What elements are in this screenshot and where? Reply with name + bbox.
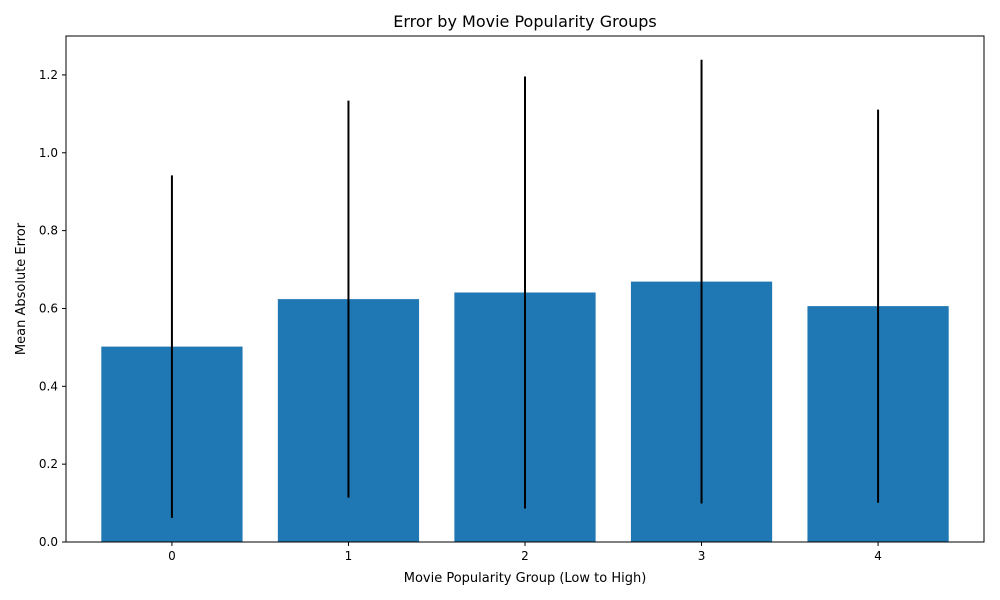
- x-axis: 0 1 2 3 4: [168, 542, 882, 563]
- x-tick-label-4: 4: [874, 549, 882, 563]
- x-tick-label-3: 3: [698, 549, 706, 563]
- y-tick-label-1.0: 1.0: [39, 146, 58, 160]
- y-tick-label-1.2: 1.2: [39, 68, 58, 82]
- plot-frame: [65, 35, 985, 543]
- x-tick-label-2: 2: [521, 549, 529, 563]
- x-tick-label-0: 0: [168, 549, 176, 563]
- y-axis-label: Mean Absolute Error: [14, 222, 29, 355]
- x-tick-label-1: 1: [345, 549, 353, 563]
- y-tick-label-0.8: 0.8: [39, 224, 58, 238]
- y-tick-label-0.0: 0.0: [39, 535, 58, 549]
- y-tick-label-0.6: 0.6: [39, 301, 58, 315]
- y-axis: 0.0 0.2 0.4 0.6 0.8 1.0 1.2: [39, 68, 66, 549]
- x-axis-label: Movie Popularity Group (Low to High): [404, 571, 647, 586]
- errorbars-group: [170, 59, 880, 518]
- chart-title: Error by Movie Popularity Groups: [393, 12, 657, 31]
- y-tick-label-0.4: 0.4: [39, 379, 58, 393]
- y-tick-label-0.2: 0.2: [39, 457, 58, 471]
